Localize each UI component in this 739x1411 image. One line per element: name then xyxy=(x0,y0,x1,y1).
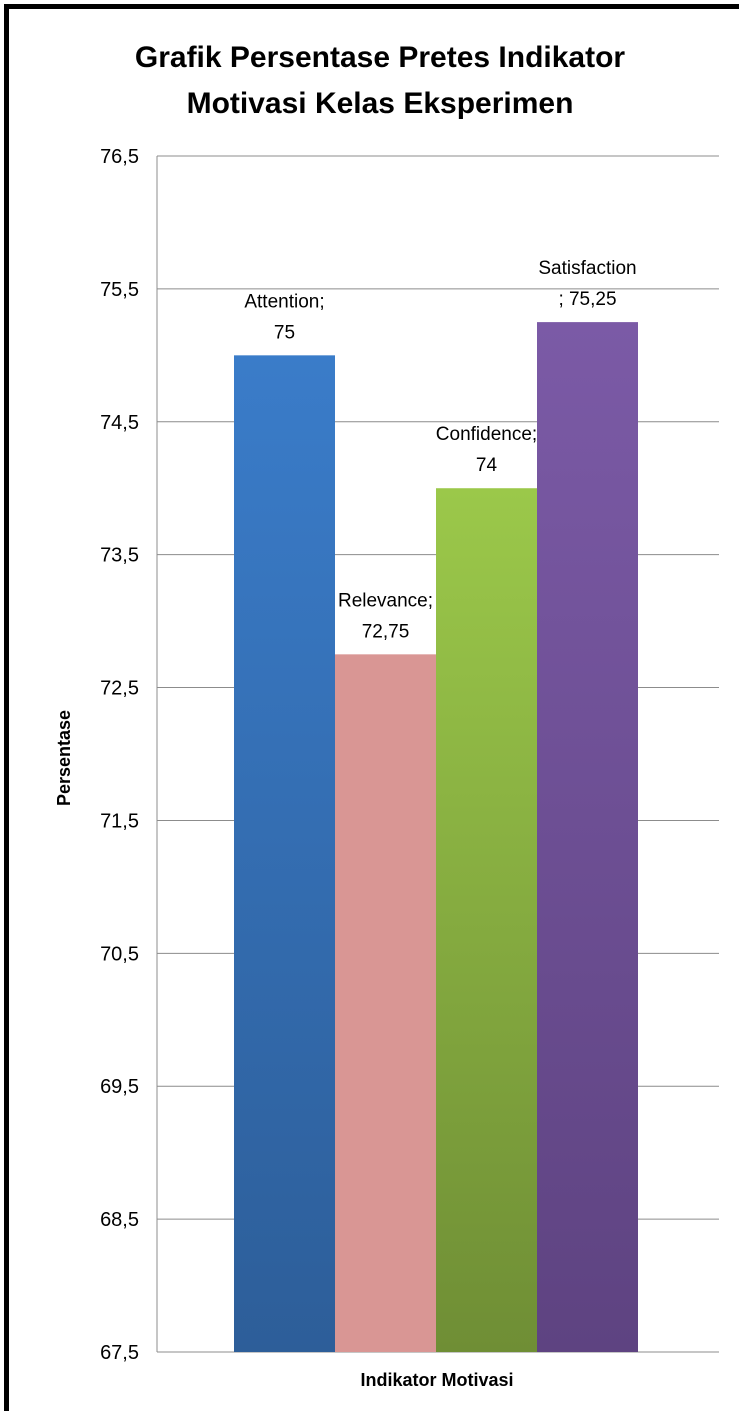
y-tick-label: 71,5 xyxy=(100,810,139,832)
y-tick-label: 72,5 xyxy=(100,678,139,700)
chart-title-line-1: Grafik Persentase Pretes Indikator xyxy=(135,41,626,74)
bar-satisfaction xyxy=(537,322,638,1353)
y-tick-label: 67,5 xyxy=(100,1342,139,1364)
y-tick-label: 68,5 xyxy=(100,1209,139,1231)
data-label-attention: 75 xyxy=(274,322,295,343)
chart-title-line-2: Motivasi Kelas Eksperimen xyxy=(187,87,574,120)
bars xyxy=(234,322,638,1353)
data-label-satisfaction: Satisfaction xyxy=(538,258,636,279)
bar-confidence xyxy=(436,488,537,1352)
data-label-confidence: 74 xyxy=(476,455,498,476)
y-tick-label: 76,5 xyxy=(100,146,139,168)
y-tick-label: 70,5 xyxy=(100,943,139,965)
y-tick-label: 75,5 xyxy=(100,279,139,301)
data-label-confidence: Confidence; xyxy=(436,424,537,445)
data-label-relevance: Relevance; xyxy=(338,590,433,611)
x-axis-title: Indikator Motivasi xyxy=(360,1370,513,1390)
y-axis-title: Persentase xyxy=(54,710,74,806)
y-tick-label: 73,5 xyxy=(100,545,139,567)
data-label-attention: Attention; xyxy=(244,291,324,312)
y-tick-label: 74,5 xyxy=(100,412,139,434)
y-tick-label: 69,5 xyxy=(100,1076,139,1098)
data-label-relevance: 72,75 xyxy=(362,621,410,642)
data-label-satisfaction: ; 75,25 xyxy=(558,289,616,310)
y-axis-ticks: 67,5 68,5 69,5 70,5 71,5 72,5 73,5 74,5 75,5 76,5 xyxy=(100,146,139,1364)
bar-attention xyxy=(234,355,335,1352)
bar-relevance xyxy=(335,654,436,1352)
data-labels: Attention; 75 Relevance; 72,75 Confidence; 74… xyxy=(244,258,636,642)
